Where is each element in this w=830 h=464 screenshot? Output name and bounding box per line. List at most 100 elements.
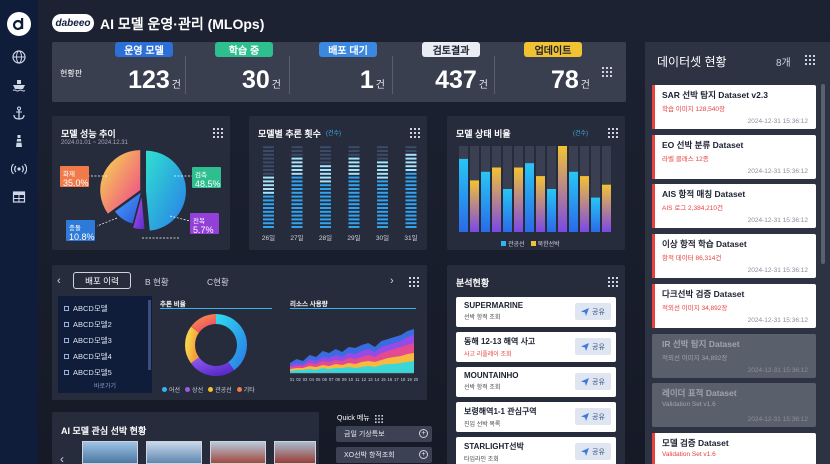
status-bar[interactable] — [481, 171, 490, 232]
donut-segment[interactable] — [190, 314, 217, 333]
resource-x-label: 20 — [414, 377, 418, 382]
quick-menu-weather[interactable]: 금일 기상특보 + — [336, 426, 432, 442]
lighthouse-icon[interactable] — [9, 131, 29, 151]
dataset-scrollbar[interactable] — [821, 84, 825, 264]
donut-segment[interactable] — [215, 314, 247, 371]
dataset-card[interactable]: AIS 항적 매칭 Dataset AIS 로그 2,384,210건 2024-1… — [652, 184, 816, 229]
analysis-grid-icon[interactable] — [608, 277, 618, 287]
inference-bar-segment — [348, 222, 360, 225]
deploy-grid-icon[interactable] — [409, 277, 419, 287]
dataset-card[interactable]: SAR 선박 탐지 Dataset v2.3 학습 이미지 128,540장 202… — [652, 85, 816, 129]
inference-bar-segment — [348, 210, 360, 213]
model-list-item[interactable]: ABCD모델2 — [58, 316, 152, 332]
dataset-card[interactable]: IR 선박 탐지 Dataset 적외선 이미지 34,892장 2024-12-3… — [652, 333, 816, 378]
analysis-item[interactable]: 보령해역1-1 관심구역 진입 선박 목록 공유 — [456, 402, 616, 432]
dataset-grid-icon[interactable] — [805, 55, 815, 65]
dataset-card-sub: AIS 로그 2,384,210건 — [662, 205, 723, 213]
inference-grid-icon[interactable] — [410, 128, 420, 138]
status-grid-icon[interactable] — [608, 128, 618, 138]
inference-bar-segment — [377, 153, 388, 156]
stat-value[interactable]: 437 건 — [435, 66, 488, 94]
inference-bar-segment — [263, 214, 274, 217]
tab-next-arrow[interactable]: › — [390, 275, 394, 287]
status-bar[interactable] — [580, 176, 589, 232]
share-button[interactable]: 공유 — [575, 338, 611, 355]
vessel-thumb-1[interactable] — [82, 441, 138, 464]
share-button[interactable]: 공유 — [575, 303, 611, 320]
analysis-item[interactable]: MOUNTAINHO 선박 항적 조회 공유 — [456, 367, 616, 397]
vessel-thumb-3[interactable] — [210, 441, 266, 464]
status-bar[interactable] — [602, 184, 611, 232]
model-list-item[interactable]: ABCD모델3 — [58, 332, 152, 348]
status-bar[interactable] — [503, 189, 512, 232]
status-bar[interactable] — [470, 180, 479, 232]
inference-bar-segment — [263, 226, 274, 228]
stats-grid-icon[interactable] — [602, 67, 612, 77]
interest-prev-arrow[interactable]: ‹ — [60, 452, 64, 464]
ship-icon[interactable] — [9, 75, 29, 95]
inference-bar-segment — [291, 157, 303, 160]
vessel-thumb-4[interactable] — [274, 441, 316, 464]
app-logo[interactable] — [7, 12, 31, 36]
dataset-card[interactable]: 다크선박 검증 Dataset 적외선 이미지 34,892장 2024-12-31… — [652, 283, 816, 328]
inference-bar-segment — [405, 153, 417, 156]
table-icon[interactable] — [9, 187, 29, 207]
inference-bar-segment — [348, 203, 360, 206]
quick-menu-grid-icon[interactable] — [375, 415, 383, 423]
analysis-item-sub: 진입 선박 목록 — [464, 422, 501, 428]
pie-slice[interactable] — [114, 192, 141, 224]
share-button[interactable]: 공유 — [575, 443, 611, 460]
dataset-card[interactable]: 모델 검증 Dataset Validation Set v1.6 — [652, 432, 816, 464]
performance-grid-icon[interactable] — [213, 128, 223, 138]
inference-bar-segment — [263, 165, 274, 168]
status-bar[interactable] — [558, 146, 567, 232]
globe-icon[interactable] — [9, 47, 29, 67]
status-bar[interactable] — [525, 163, 534, 232]
pie-slice[interactable] — [145, 150, 186, 231]
inference-bar-segment — [263, 210, 274, 213]
status-bar[interactable] — [459, 158, 468, 232]
stat-value[interactable]: 30 건 — [241, 66, 281, 94]
vessel-thumb-2[interactable] — [146, 441, 202, 464]
status-bar[interactable] — [536, 176, 545, 232]
analysis-panel: 분석현황 — [447, 265, 625, 464]
stat-value[interactable]: 78 건 — [550, 66, 590, 94]
status-bar[interactable] — [591, 197, 600, 232]
share-button[interactable]: 공유 — [575, 373, 611, 390]
model-list-item[interactable]: ABCD모델4 — [58, 348, 152, 364]
status-bar[interactable] — [547, 189, 556, 232]
model-list-item[interactable]: ABCD모델 — [58, 300, 152, 316]
stat-value[interactable]: 123 건 — [128, 66, 181, 94]
inference-bar-segment — [320, 207, 331, 209]
model-list-more[interactable]: 바로가기 — [93, 384, 117, 390]
anchor-icon[interactable] — [9, 103, 29, 123]
share-button[interactable]: 공유 — [575, 408, 611, 425]
model-list-scrollbar[interactable] — [148, 300, 151, 370]
status-bar-track — [591, 146, 600, 232]
donut-segment[interactable] — [190, 357, 235, 376]
dataset-card[interactable]: 레이더 표적 Dataset Validation Set v1.6 2024-12… — [652, 383, 816, 428]
analysis-item[interactable]: SUPERMARINE 선박 항적 조회 공유 — [456, 297, 616, 327]
tab-b-status[interactable]: B 현황 — [145, 277, 169, 287]
donut-segment[interactable] — [185, 326, 200, 364]
status-bar[interactable] — [492, 167, 501, 233]
inference-bar-segment — [263, 169, 274, 171]
dataset-card[interactable]: EO 선박 분류 Dataset 라벨 클래스 12종 2024-12-31 15:… — [652, 134, 816, 179]
analysis-item[interactable]: STARLIGHT선박 타임라인 조회 공유 — [456, 437, 616, 464]
tab-prev-arrow[interactable]: ‹ — [57, 275, 61, 287]
quick-menu-track[interactable]: XO선박 항적조회 + — [336, 447, 432, 463]
dataset-card-date: 2024-12-31 15:36:12 — [747, 316, 808, 324]
pie-label-collision: 충돌 10.8% — [66, 220, 95, 242]
pie-slice[interactable] — [100, 150, 141, 214]
resource-x-label: 15 — [381, 377, 386, 382]
signal-icon[interactable] — [9, 159, 29, 179]
status-bar[interactable] — [569, 171, 578, 232]
pie-slice[interactable] — [133, 196, 145, 229]
tab-c-status[interactable]: C현황 — [207, 277, 229, 287]
tab-deploy-history[interactable]: 배포 이력 — [73, 272, 131, 289]
status-bar[interactable] — [514, 167, 523, 233]
dataset-card[interactable]: 이상 항적 학습 Dataset 항적 데이터 86,314건 2024-12-31… — [652, 234, 816, 279]
analysis-item[interactable]: 동해 12-13 해역 사고 사고 리플레이 조회 공유 — [456, 332, 616, 362]
model-list-item[interactable]: ABCD모델5 — [58, 364, 152, 380]
